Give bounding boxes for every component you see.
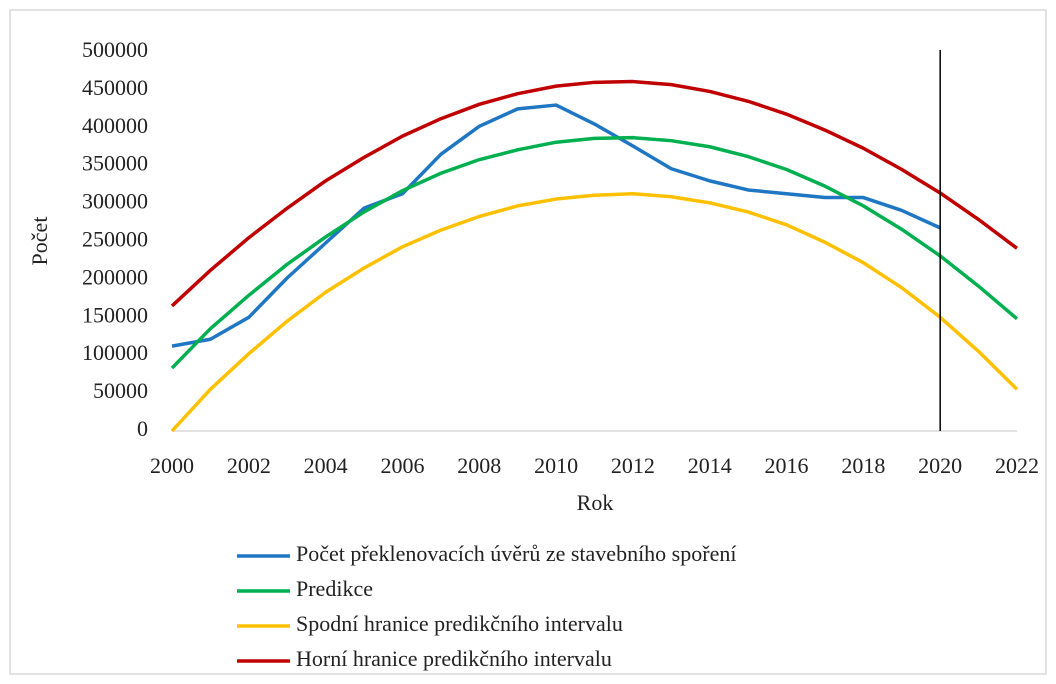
x-tick-label: 2018	[841, 453, 885, 478]
y-tick-label: 150000	[82, 302, 148, 327]
y-tick-label: 450000	[82, 75, 148, 100]
x-tick-label: 2016	[765, 453, 809, 478]
series-line	[170, 79, 1019, 308]
x-tick-label: 2002	[227, 453, 271, 478]
x-tick-label: 2022	[995, 453, 1039, 478]
y-tick-label: 100000	[82, 340, 148, 365]
y-tick-label: 250000	[82, 227, 148, 252]
series-line	[171, 103, 941, 348]
x-tick-label: 2020	[918, 453, 962, 478]
x-tick-label: 2010	[534, 453, 578, 478]
series-line	[170, 191, 1019, 433]
legend-label: Počet překlenovacích úvěrů ze stavebního…	[296, 541, 736, 566]
x-tick-label: 2000	[150, 453, 194, 478]
y-tick-label: 400000	[82, 113, 148, 138]
y-axis-label: Počet	[27, 217, 52, 266]
y-tick-label: 500000	[82, 37, 148, 62]
y-tick-label: 350000	[82, 151, 148, 176]
legend-label: Horní hranice predikčního intervalu	[296, 646, 612, 671]
x-axis-label: Rok	[577, 490, 614, 515]
series-line	[170, 135, 1019, 370]
y-tick-label: 0	[137, 416, 148, 441]
y-tick-label: 50000	[93, 378, 148, 403]
x-tick-label: 2008	[457, 453, 501, 478]
y-tick-label: 300000	[82, 189, 148, 214]
x-tick-label: 2004	[304, 453, 348, 478]
x-tick-label: 2006	[380, 453, 424, 478]
legend-label: Spodní hranice predikčního intervalu	[296, 611, 623, 636]
x-tick-label: 2012	[611, 453, 655, 478]
chart-frame	[9, 9, 1047, 675]
legend-label: Predikce	[296, 576, 373, 601]
y-tick-label: 200000	[82, 264, 148, 289]
x-tick-label: 2014	[688, 453, 732, 478]
